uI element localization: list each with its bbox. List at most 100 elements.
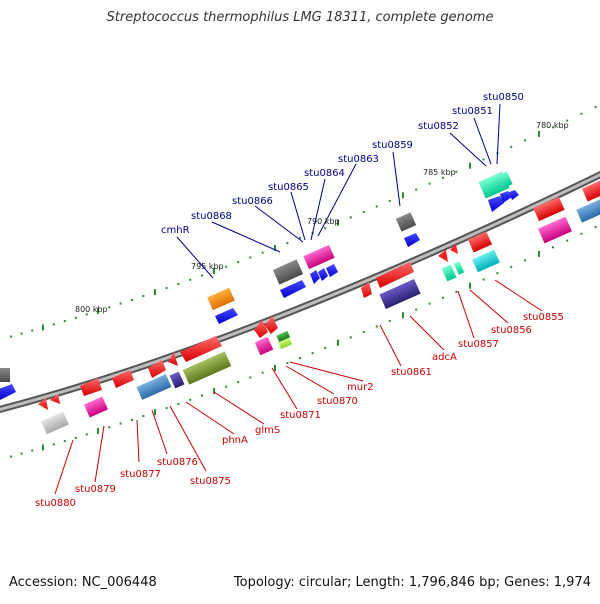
tick-mark-outer — [31, 329, 34, 332]
tick-mark-outer — [388, 199, 391, 202]
label-stu0875[interactable]: stu0875 — [190, 476, 231, 487]
label-stu0857[interactable]: stu0857 — [458, 339, 499, 350]
leader-stu0863 — [317, 163, 357, 237]
label-stu0864[interactable]: stu0864 — [304, 168, 345, 179]
tick-mark-inner — [324, 346, 327, 349]
tick-mark-outer — [274, 245, 276, 251]
gene-stu0866 — [280, 280, 306, 298]
label-stu0871[interactable]: stu0871 — [280, 410, 321, 421]
gene-stu0859 — [395, 212, 417, 232]
gene-stu0870a — [276, 330, 291, 343]
gene-stu0864-b — [318, 268, 328, 281]
leader-stu0851 — [473, 117, 492, 165]
tick-mark-outer — [524, 139, 526, 142]
label-cmhR[interactable]: cmhR — [161, 225, 190, 236]
leader-stu0864 — [310, 178, 326, 241]
label-mur2[interactable]: mur2 — [347, 382, 374, 393]
tick-mark-inner — [52, 443, 55, 446]
leader-stu0855 — [494, 279, 543, 312]
tick-mark-inner — [580, 232, 583, 235]
tick-mark-inner — [20, 452, 23, 455]
gene-stu0864-c — [326, 264, 338, 277]
label-stu0861[interactable]: stu0861 — [391, 367, 432, 378]
label-stu0852[interactable]: stu0852 — [418, 121, 459, 132]
tick-mark-outer — [402, 192, 404, 199]
gene-stu0868 — [207, 287, 235, 311]
label-stu0866[interactable]: stu0866 — [232, 196, 273, 207]
label-stu0865[interactable]: stu0865 — [268, 182, 309, 193]
label-stu0850[interactable]: stu0850 — [483, 92, 524, 103]
tick-mark-inner — [97, 427, 99, 434]
tick-mark-outer — [482, 158, 485, 161]
tick-mark-inner — [524, 259, 526, 262]
label-stu0859[interactable]: stu0859 — [372, 140, 413, 151]
tick-mark-inner — [349, 336, 352, 339]
tick-mark-inner — [142, 415, 145, 417]
tick-mark-outer — [119, 302, 122, 305]
tick-mark-inner — [85, 433, 88, 436]
tick-mark-inner — [131, 418, 133, 421]
tick-mark-inner — [482, 278, 485, 281]
gene-glmS — [180, 336, 222, 362]
tick-mark-outer — [455, 170, 458, 173]
tick-mark-outer — [97, 307, 99, 314]
tick-mark-outer — [442, 176, 444, 179]
tick-mark-outer — [428, 182, 431, 185]
gene-stu0863 — [303, 244, 335, 270]
gene-stu0856a — [468, 231, 492, 253]
tick-mark-inner — [74, 436, 77, 439]
label-stu0868[interactable]: stu0868 — [191, 211, 232, 222]
gene-mur2-a — [254, 320, 268, 338]
leader-lines-upper — [176, 103, 501, 279]
gene-stu0855b — [538, 216, 572, 244]
gene-stu0850-c — [509, 190, 519, 200]
tick-mark-inner — [108, 426, 111, 429]
gene-stu0857c — [453, 261, 465, 275]
label-stu0879[interactable]: stu0879 — [75, 484, 116, 495]
tick-mark-outer — [213, 268, 215, 275]
tick-mark-inner — [375, 325, 378, 328]
label-adcA[interactable]: adcA — [432, 352, 457, 363]
label-stu0880[interactable]: stu0880 — [35, 498, 76, 509]
tick-mark-outer — [189, 278, 192, 281]
tick-mark-inner — [455, 290, 458, 293]
label-stu0855[interactable]: stu0855 — [523, 312, 564, 323]
label-stu0876[interactable]: stu0876 — [157, 457, 198, 468]
tick-mark-outer — [552, 126, 554, 129]
leader-stu0852 — [449, 132, 487, 167]
gene-edge-blue — [0, 384, 16, 400]
label-stu0863[interactable]: stu0863 — [338, 154, 379, 165]
gene-stu0877 — [112, 370, 134, 388]
topology-text: Topology: circular; Length: 1,796,846 bp… — [233, 575, 591, 590]
genome-backbone — [0, 170, 600, 413]
tick-mark-inner — [213, 388, 215, 395]
leader-glmS — [213, 391, 265, 425]
gene-labels-lower: stu0855 stu0856 stu0857 adcA stu0861 mur… — [35, 312, 564, 509]
tick-mark-inner — [299, 357, 301, 360]
leader-stu0877 — [136, 419, 140, 463]
tick-mark-inner — [566, 239, 569, 242]
label-phnA[interactable]: phnA — [222, 435, 248, 446]
gene-edge-steel — [576, 199, 600, 223]
gene-stu0875 — [169, 371, 185, 389]
tick-mark-inner — [154, 409, 156, 416]
label-glmS[interactable]: glmS — [255, 425, 280, 436]
label-stu0870[interactable]: stu0870 — [317, 396, 358, 407]
tick-mark-inner — [362, 331, 365, 333]
label-stu0877[interactable]: stu0877 — [120, 469, 161, 480]
label-stu0851[interactable]: stu0851 — [452, 106, 493, 117]
label-stu0856[interactable]: stu0856 — [491, 325, 532, 336]
leader-stu0880 — [54, 439, 74, 495]
leader-phnA — [185, 401, 235, 435]
tick-mark-inner — [496, 272, 499, 275]
gene-stu0850-b — [500, 191, 512, 203]
tick-mark-outer — [594, 106, 597, 108]
tick-mark-inner — [201, 394, 203, 397]
tick-mark-inner — [538, 250, 540, 257]
tick-mark-outer — [131, 298, 133, 301]
leader-stu0856 — [469, 289, 509, 324]
scale-label-780: 780 kbp — [536, 121, 569, 130]
gene-stu0857a — [438, 250, 448, 262]
tick-mark-inner — [388, 319, 391, 322]
tick-mark-outer — [415, 188, 418, 191]
